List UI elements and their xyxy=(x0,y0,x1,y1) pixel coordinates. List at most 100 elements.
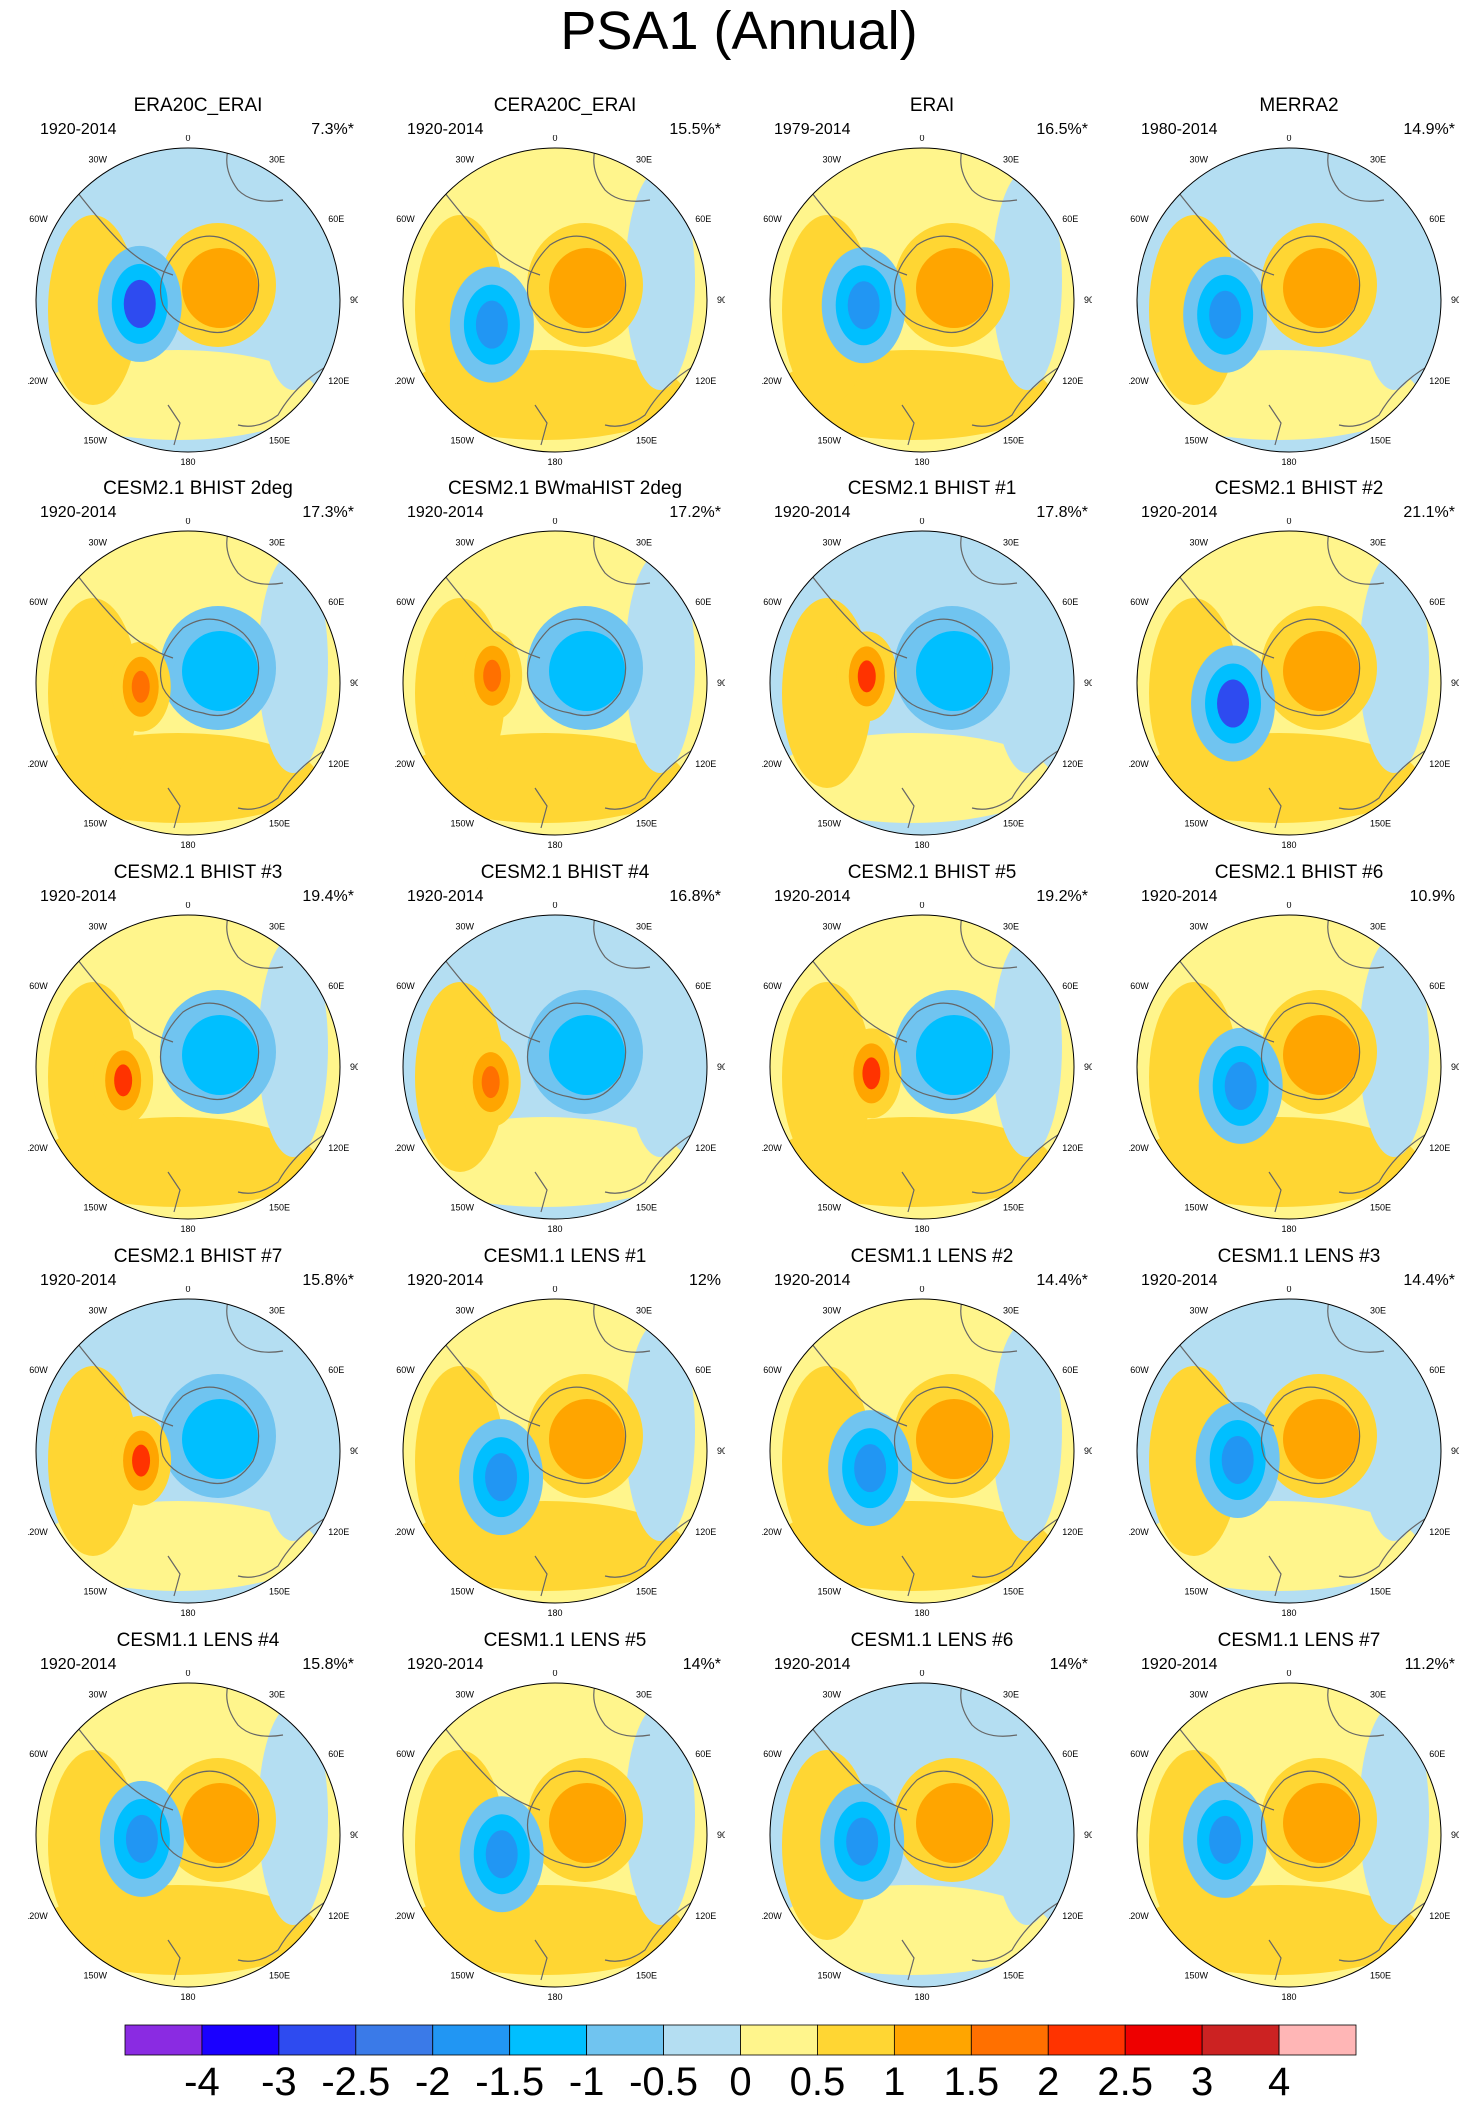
map-frame xyxy=(1136,1682,1442,1988)
colorbar-swatch xyxy=(586,2024,664,2056)
longitude-label: 150W xyxy=(1184,818,1208,828)
longitude-label: 150W xyxy=(83,1586,107,1596)
panel-variance-percent: 21.1%* xyxy=(1403,504,1455,521)
antarctica-coastline xyxy=(159,1002,260,1101)
longitude-label: 90E xyxy=(717,1062,725,1072)
longitude-label: 60W xyxy=(29,1749,48,1759)
field-core xyxy=(857,660,876,693)
longitude-label: 30E xyxy=(636,155,652,165)
map-panel: CESM1.1 LENS #1 1920-2014 12% 0 30E 60E 90E 120… xyxy=(395,1246,735,1616)
colorbar-swatch xyxy=(817,2024,895,2056)
map-frame xyxy=(1136,530,1442,836)
panel-variance-percent: 14.4%* xyxy=(1403,1272,1455,1289)
panel-period: 1920-2014 xyxy=(407,888,484,905)
longitude-label: 60E xyxy=(328,214,344,224)
field-core xyxy=(1221,1435,1254,1484)
south-america-coastline xyxy=(801,946,908,1043)
longitude-label: 150W xyxy=(817,1586,841,1596)
panel-title: CESM2.1 BHIST #3 xyxy=(113,862,283,883)
panel-variance-percent: 17.3%* xyxy=(302,504,354,521)
longitude-label: 0 xyxy=(1286,1670,1291,1678)
longitude-label: 150E xyxy=(636,818,657,828)
australia-coastline xyxy=(604,1126,706,1194)
field-center-anomaly xyxy=(916,1015,992,1095)
australia-coastline xyxy=(237,1894,339,1962)
longitude-label: 30W xyxy=(822,922,841,932)
longitude-label: 120E xyxy=(1062,1911,1083,1921)
field-core xyxy=(125,1814,158,1863)
longitude-label: 60W xyxy=(29,214,48,224)
antarctica-coastline xyxy=(893,1002,994,1101)
longitude-label: 0 xyxy=(919,1286,924,1294)
longitude-label: 30E xyxy=(636,1690,652,1700)
longitude-label: 60W xyxy=(29,981,48,991)
map-panel: CESM2.1 BHIST #5 1920-2014 19.2%* 0 30E 60E 90… xyxy=(762,862,1102,1232)
map-frame xyxy=(769,1298,1075,1604)
longitude-label: 30W xyxy=(1189,922,1208,932)
colorbar-swatch xyxy=(1124,2024,1203,2056)
longitude-label: 90E xyxy=(717,678,725,688)
longitude-label: 30W xyxy=(88,155,107,165)
panel-title: CESM2.1 BWmaHIST 2deg xyxy=(447,478,683,499)
south-america-coastline xyxy=(1168,562,1275,659)
longitude-label: 30W xyxy=(455,1306,474,1316)
panel-variance-percent: 11.2%* xyxy=(1404,1656,1455,1673)
longitude-label: 60E xyxy=(1429,1365,1445,1375)
longitude-label: 120E xyxy=(1429,1143,1450,1153)
longitude-label: 60W xyxy=(396,214,415,224)
longitude-label: 120E xyxy=(1062,1143,1083,1153)
longitude-label: 150W xyxy=(450,435,474,445)
longitude-label: 180 xyxy=(1281,457,1296,465)
polar-map: 030E60E90E120E150E180150W120W90W60W30W xyxy=(28,1670,358,2000)
field-band xyxy=(1359,1321,1429,1541)
longitude-label: 120W xyxy=(762,759,782,769)
longitude-label: 30E xyxy=(1370,538,1386,548)
panel-title: CESM1.1 LENS #4 xyxy=(116,1630,280,1651)
australia-coastline xyxy=(1338,359,1440,427)
longitude-label: 120W xyxy=(395,1911,415,1921)
map-panel: CESM1.1 LENS #6 1920-2014 14%* 0 30E 60E 90E 12… xyxy=(762,1630,1102,2000)
south-america-coastline xyxy=(801,1330,908,1427)
longitude-label: 60E xyxy=(1062,214,1078,224)
field-center-anomaly xyxy=(182,631,258,711)
map-panel: CESM1.1 LENS #2 1920-2014 14.4%* 0 30E 60E 90E… xyxy=(762,1246,1102,1616)
longitude-label: 150W xyxy=(450,1970,474,1980)
antarctica-coastline xyxy=(526,618,627,717)
longitude-label: 60E xyxy=(695,597,711,607)
longitude-label: 60E xyxy=(328,597,344,607)
antarctica-coastline xyxy=(159,1770,260,1869)
south-america-coastline xyxy=(67,1714,174,1811)
panel-variance-percent: 14%* xyxy=(1049,1656,1088,1673)
field-center-anomaly xyxy=(916,1783,992,1863)
field-center-anomaly xyxy=(549,1399,625,1479)
new-zealand-coastline xyxy=(901,404,915,446)
longitude-label: 60W xyxy=(396,1749,415,1759)
longitude-label: 90E xyxy=(1451,1062,1459,1072)
panel-title: ERA20C_ERAI xyxy=(133,95,263,116)
longitude-label: 180 xyxy=(1281,840,1296,848)
longitude-label: 120W xyxy=(1129,376,1149,386)
map-frame xyxy=(1136,1298,1442,1604)
new-zealand-coastline xyxy=(901,787,915,829)
africa-coastline xyxy=(1327,916,1385,969)
longitude-label: 90E xyxy=(350,295,358,305)
longitude-label: 30W xyxy=(1189,1690,1208,1700)
longitude-label: 60E xyxy=(1062,1749,1078,1759)
map-frame xyxy=(769,147,1075,453)
longitude-label: 180 xyxy=(180,457,195,465)
field-center-anomaly xyxy=(1283,1015,1359,1095)
field-core xyxy=(475,300,508,349)
south-america-coastline xyxy=(1168,1714,1275,1811)
south-america-coastline xyxy=(67,562,174,659)
new-zealand-coastline xyxy=(1268,1939,1282,1981)
field-band xyxy=(258,937,328,1157)
colorbar-tick-label: 0 xyxy=(729,2060,751,2104)
panel-period: 1920-2014 xyxy=(407,1272,484,1289)
new-zealand-coastline xyxy=(1268,1555,1282,1597)
field-core xyxy=(1217,679,1250,728)
map-panel: CESM2.1 BHIST #3 1920-2014 19.4%* 0 30E 60E 90… xyxy=(28,862,368,1232)
longitude-label: 90E xyxy=(350,1446,358,1456)
australia-coastline xyxy=(604,1510,706,1578)
colorbar-swatch xyxy=(893,2024,972,2056)
colorbar-tick-label: 1.5 xyxy=(944,2060,1000,2104)
